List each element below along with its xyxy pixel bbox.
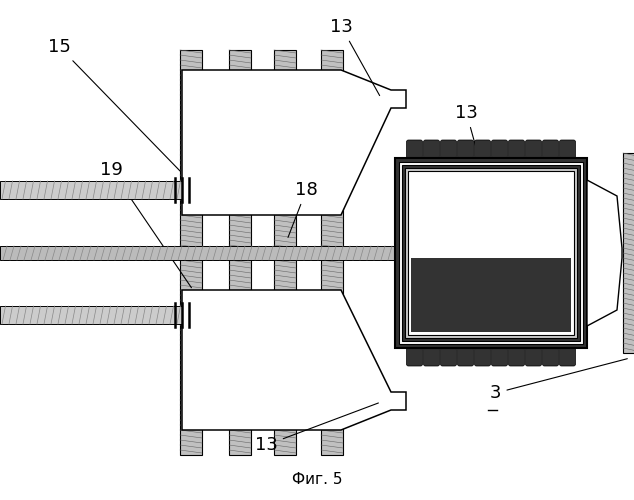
FancyBboxPatch shape [508, 348, 524, 366]
FancyBboxPatch shape [458, 348, 474, 366]
Polygon shape [182, 70, 406, 215]
Text: 13: 13 [255, 403, 378, 454]
FancyBboxPatch shape [559, 348, 576, 366]
FancyBboxPatch shape [458, 140, 474, 158]
Bar [402, 165, 580, 341]
Bar [229, 50, 251, 455]
FancyBboxPatch shape [491, 140, 507, 158]
Text: 19: 19 [100, 161, 191, 288]
FancyBboxPatch shape [491, 348, 507, 366]
Text: Фиг. 5: Фиг. 5 [292, 472, 342, 488]
Polygon shape [587, 180, 622, 326]
FancyBboxPatch shape [526, 348, 541, 366]
Text: 13: 13 [330, 18, 380, 96]
Bar [0, 246, 430, 260]
FancyBboxPatch shape [441, 140, 456, 158]
FancyBboxPatch shape [424, 140, 439, 158]
FancyBboxPatch shape [543, 348, 559, 366]
Bar [274, 50, 296, 455]
Bar [180, 50, 202, 455]
FancyBboxPatch shape [441, 348, 456, 366]
Bar [0, 306, 182, 324]
FancyBboxPatch shape [526, 140, 541, 158]
FancyBboxPatch shape [559, 140, 576, 158]
Bar [623, 153, 634, 353]
Bar [408, 171, 574, 335]
Bar [395, 158, 587, 348]
Bar [395, 246, 430, 260]
FancyBboxPatch shape [406, 348, 422, 366]
Text: 13: 13 [455, 104, 489, 196]
Text: 3: 3 [490, 358, 627, 402]
Bar [321, 50, 343, 455]
Bar [399, 162, 583, 344]
FancyBboxPatch shape [508, 140, 524, 158]
Bar [405, 168, 577, 338]
FancyBboxPatch shape [424, 348, 439, 366]
Bar [411, 174, 571, 258]
Bar [0, 181, 182, 199]
Polygon shape [182, 290, 406, 430]
FancyBboxPatch shape [543, 140, 559, 158]
Text: 18: 18 [288, 181, 318, 238]
Text: 15: 15 [48, 38, 180, 171]
FancyBboxPatch shape [406, 140, 422, 158]
FancyBboxPatch shape [474, 348, 491, 366]
Bar [411, 258, 571, 332]
FancyBboxPatch shape [474, 140, 491, 158]
